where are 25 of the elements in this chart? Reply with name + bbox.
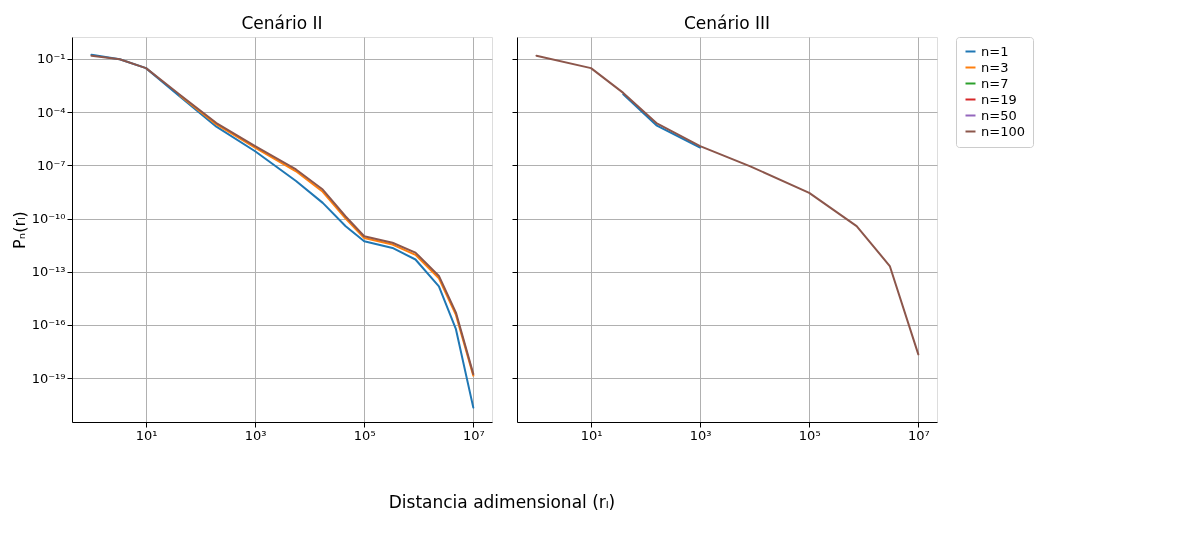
legend-label: n=50 bbox=[981, 107, 1017, 123]
legend-label: n=1 bbox=[981, 43, 1009, 59]
legend-label: n=3 bbox=[981, 59, 1009, 75]
x-tick-label: 10³ bbox=[689, 427, 712, 443]
y-tick-label: 10⁻¹⁶ bbox=[31, 317, 66, 333]
x-tick-label: 10³ bbox=[244, 427, 267, 443]
y-tick-label: 10⁻⁷ bbox=[36, 157, 66, 173]
x-axis-title: Distancia adimensional (rₗ) bbox=[388, 492, 616, 512]
y-tick-label: 10⁻¹⁹ bbox=[31, 370, 66, 386]
legend-label: n=100 bbox=[981, 123, 1025, 139]
y-tick-label: 10⁻⁴ bbox=[36, 104, 66, 120]
chart-title: Cenário II bbox=[241, 13, 323, 33]
x-tick-label: 10¹ bbox=[135, 427, 158, 443]
x-tick-label: 10⁷ bbox=[462, 427, 485, 443]
y-tick-label: 10⁻¹³ bbox=[31, 264, 66, 280]
y-axis-title: Pₙ(rₗ) bbox=[9, 211, 29, 249]
x-tick-label: 10⁵ bbox=[798, 427, 821, 443]
y-tick-label: 10⁻¹ bbox=[36, 51, 66, 67]
x-tick-label: 10⁷ bbox=[907, 427, 930, 443]
chart-title: Cenário III bbox=[683, 13, 771, 33]
legend-label: n=19 bbox=[981, 91, 1017, 107]
y-tick-label: 10⁻¹⁰ bbox=[31, 211, 66, 227]
legend-label: n=7 bbox=[981, 75, 1009, 91]
x-tick-label: 10⁵ bbox=[353, 427, 376, 443]
x-tick-label: 10¹ bbox=[580, 427, 603, 443]
